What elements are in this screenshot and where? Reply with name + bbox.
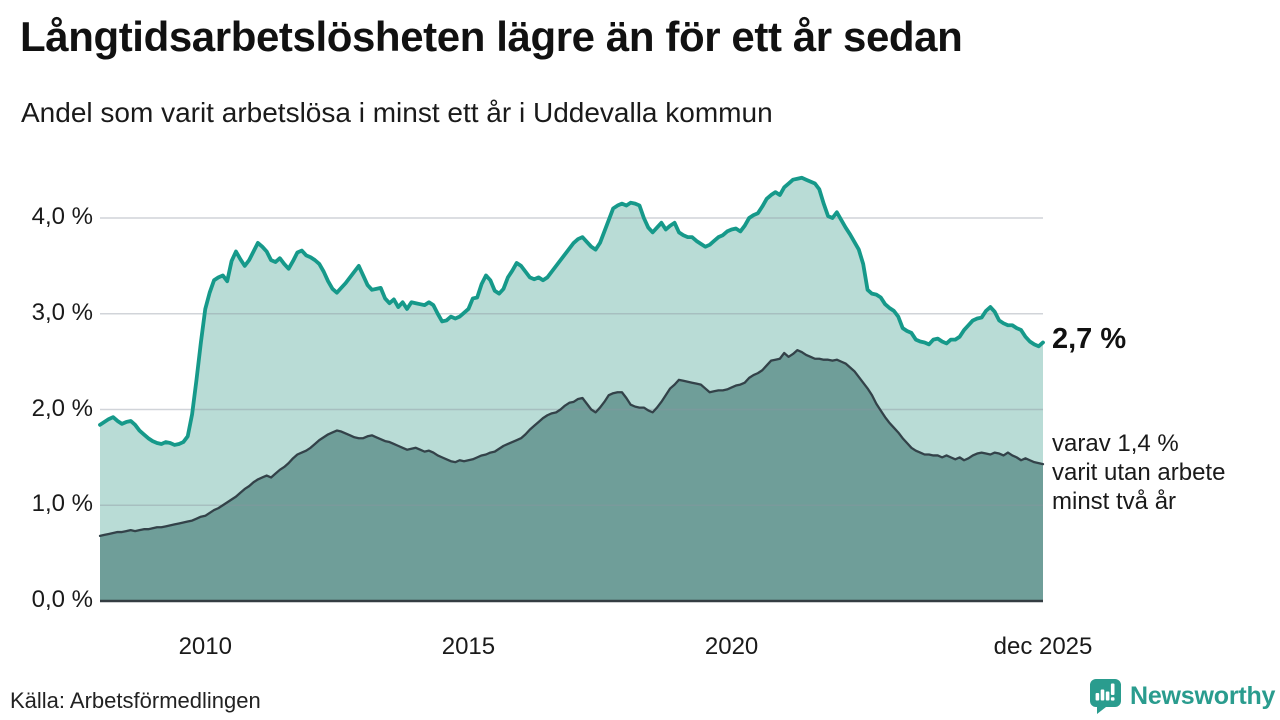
newsworthy-logo-icon <box>1090 679 1121 714</box>
x-axis-tick-label: 2020 <box>704 633 759 660</box>
y-axis-tick-label: 1,0 % <box>31 490 93 518</box>
series-min1yr-line <box>98 175 1045 447</box>
page-title: Långtidsarbetslösheten lägre än för ett … <box>20 13 963 60</box>
note-line-2: varit utan arbete <box>1052 459 1226 486</box>
y-axis-tick-label: 4,0 % <box>31 203 93 230</box>
newsworthy-logo-link[interactable]: Newsworthy <box>1090 679 1275 714</box>
x-axis-tick-label: 2015 <box>441 633 496 660</box>
newsworthy-logo-text: Newsworthy <box>1130 682 1276 710</box>
x-axis-tick-label: 2010 <box>178 633 232 660</box>
note-line-3: minst två år <box>1052 488 1177 515</box>
source-credit: Källa: Arbetsförmedlingen <box>10 688 261 713</box>
latest-value-label: 2,7 % <box>1052 323 1127 355</box>
y-axis-tick-label: 0,0 % <box>31 586 93 613</box>
series-min2yr-area <box>100 350 1043 601</box>
note-line-1: varav 1,4 % <box>1052 430 1179 457</box>
secondary-series-note: varav 1,4 % varit utan arbete minst två … <box>1052 429 1225 516</box>
x-axis-tick-label: dec 2025 <box>993 633 1093 660</box>
series-min2yr-line <box>98 348 1045 538</box>
y-axis-tick-label: 2,0 % <box>31 394 93 422</box>
y-axis-tick-label: 3,0 % <box>31 298 93 326</box>
page-subtitle: Andel som varit arbetslösa i minst ett å… <box>21 97 773 128</box>
